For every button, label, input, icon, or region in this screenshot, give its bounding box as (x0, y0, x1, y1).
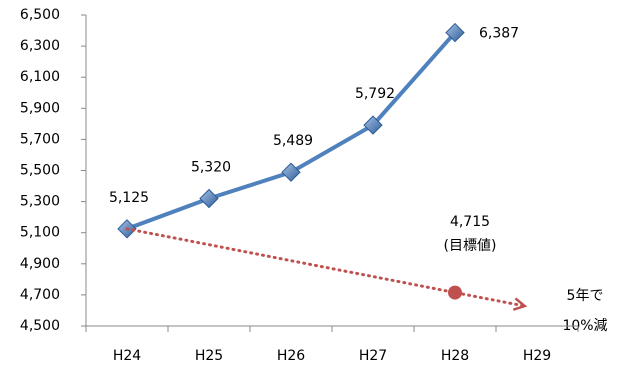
target-point (448, 285, 462, 300)
y-tick-label: 5,700 (20, 131, 60, 147)
y-tick-label: 6,500 (20, 7, 60, 23)
y-tick-label: 4,900 (20, 256, 60, 272)
data-label: 5,125 (109, 190, 149, 206)
x-tick-label: H24 (113, 348, 141, 364)
data-label: 6,387 (479, 26, 519, 42)
point-marker (199, 188, 219, 209)
y-tick-label: 5,100 (20, 225, 60, 241)
data-label: 5,489 (273, 133, 313, 149)
y-tick-label: 4,700 (20, 287, 60, 303)
data-label: 5,792 (355, 86, 395, 102)
series-line (126, 31, 457, 231)
x-tick-label: H29 (523, 348, 551, 364)
x-tick-label: H27 (359, 348, 387, 364)
x-tick-label: H25 (195, 348, 223, 364)
arrow-head (512, 297, 528, 311)
x-tick-label: H28 (441, 348, 469, 364)
y-tick-label: 5,300 (20, 194, 60, 210)
y-tick-label: 5,900 (20, 100, 60, 116)
y-tick-label: 6,100 (20, 69, 60, 85)
point-marker (281, 162, 301, 182)
annotation: 10%減 (562, 317, 607, 334)
target-label: 4,715 (450, 214, 490, 230)
y-tick-label: 6,300 (20, 38, 60, 54)
point-marker (363, 115, 383, 135)
y-tick-label: 5,500 (20, 163, 60, 179)
y-tick-label: 4,500 (20, 318, 60, 334)
annotation: 5年で (567, 288, 604, 304)
data-label: 5,320 (191, 159, 231, 175)
series-line (125, 227, 527, 308)
target-note: (目標値) (444, 238, 497, 254)
x-tick-label: H26 (277, 348, 305, 364)
point-marker (445, 22, 465, 43)
